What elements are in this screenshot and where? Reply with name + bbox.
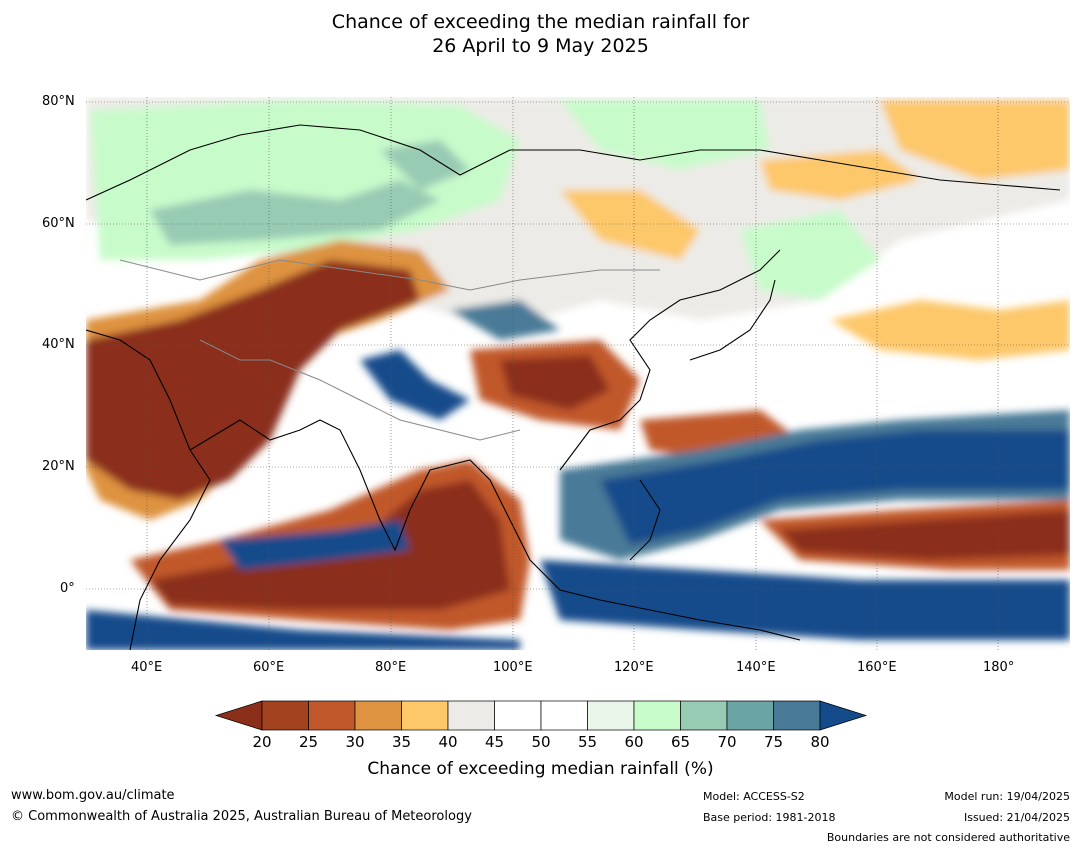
footer-model-run: Model run: 19/04/2025: [944, 790, 1070, 803]
colorbar-cell: [261, 700, 309, 731]
footer-base-period: Base period: 1981-2018: [703, 811, 836, 824]
colorbar-cell: [680, 700, 728, 731]
lon-label-100e: 100°E: [493, 660, 533, 675]
colorbar-tick-label: 80: [810, 733, 830, 751]
colorbar-cell: [726, 700, 774, 731]
lon-label-160e: 160°E: [857, 660, 897, 675]
footer-url[interactable]: www.bom.gov.au/climate: [11, 788, 175, 803]
colorbar-cell: [540, 700, 588, 731]
colorbar-tick-label: 70: [717, 733, 737, 751]
footer-disclaimer: Boundaries are not considered authoritat…: [826, 831, 1070, 844]
colorbar-tick-label: 65: [670, 733, 691, 751]
lat-label-20n: 20°N: [42, 459, 75, 474]
footer-issued: Issued: 21/04/2025: [963, 811, 1070, 824]
lon-label-120e: 120°E: [614, 660, 654, 675]
colorbar-tick-label: 60: [624, 733, 644, 751]
lat-label-40n: 40°N: [42, 337, 75, 352]
colorbar-cell: [633, 700, 681, 731]
title-line-2: 26 April to 9 May 2025: [432, 35, 649, 57]
colorbar-cell: [494, 700, 542, 731]
lon-label-180: 180°: [983, 660, 1015, 675]
map-title: Chance of exceeding the median rainfall …: [0, 10, 1081, 58]
colorbar-tick-label: 55: [577, 733, 598, 751]
colorbar-cell: [587, 700, 635, 731]
colorbar-cell-below: [214, 700, 263, 731]
colorbar-tick-label: 40: [438, 733, 458, 751]
colorbar-label: Chance of exceeding median rainfall (%): [367, 759, 714, 779]
colorbar-cell: [773, 700, 821, 731]
footer-model: Model: ACCESS-S2: [703, 790, 805, 803]
probability-fields: [86, 97, 1070, 650]
colorbar-tick-label: 20: [252, 733, 272, 751]
title-line-1: Chance of exceeding the median rainfall …: [331, 11, 750, 33]
graticule: [86, 97, 1070, 650]
footer-copyright: © Commonwealth of Australia 2025, Austra…: [11, 809, 472, 824]
lon-label-80e: 80°E: [375, 660, 407, 675]
country-borders: [119, 259, 660, 441]
colorbar-tick-label: 45: [484, 733, 505, 751]
colorbar-cell-above: [819, 700, 868, 731]
lon-label-40e: 40°E: [131, 660, 163, 675]
colorbar-tick-label: 30: [345, 733, 365, 751]
lat-label-60n: 60°N: [42, 216, 75, 231]
lat-label-80n: 80°N: [42, 94, 75, 109]
colorbar-tick-label: 50: [531, 733, 551, 751]
rainfall-map: [86, 97, 1070, 650]
colorbar-cell: [401, 700, 449, 731]
lat-label-0: 0°: [60, 581, 75, 596]
colorbar-tick-label: 25: [298, 733, 319, 751]
colorbar-cell: [447, 700, 495, 731]
colorbar-tick-label: 35: [391, 733, 412, 751]
colorbar-tick-label: 75: [763, 733, 784, 751]
colorbar-cell: [308, 700, 356, 731]
colorbar-cell: [354, 700, 402, 731]
lon-label-60e: 60°E: [253, 660, 285, 675]
lon-label-140e: 140°E: [736, 660, 776, 675]
coastlines: [86, 124, 1061, 650]
